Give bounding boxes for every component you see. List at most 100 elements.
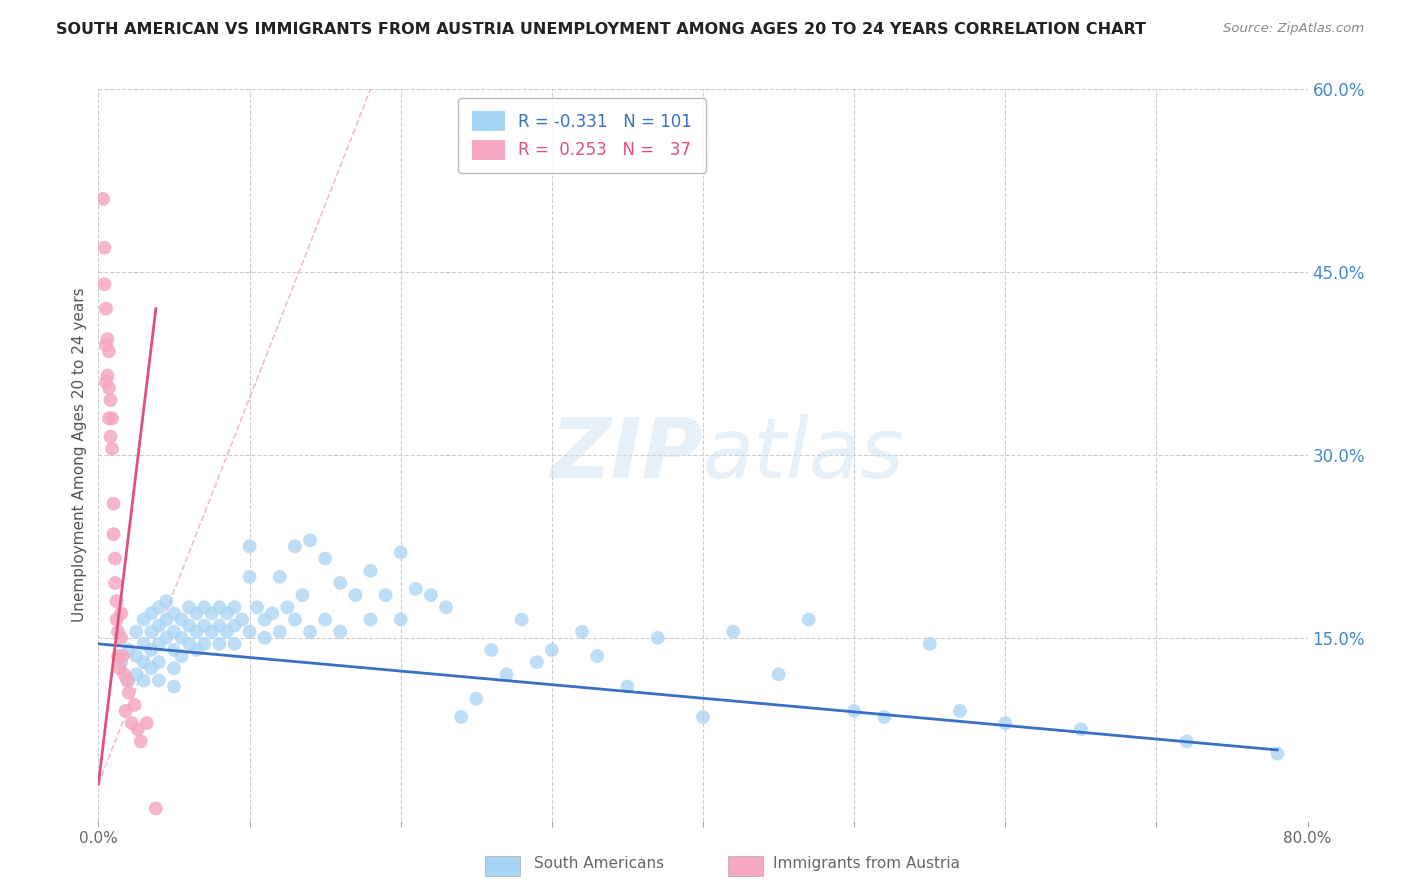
Point [148, 673, 170, 688]
Point [118, 643, 141, 657]
Point [115, 673, 138, 688]
Point [284, 539, 307, 553]
Point [540, 643, 562, 657]
Point [389, 545, 412, 559]
Point [224, 600, 246, 615]
Point [108, 661, 131, 675]
Point [844, 704, 866, 718]
Point [110, 655, 132, 669]
Point [179, 600, 201, 615]
Point [495, 667, 517, 681]
Point [132, 655, 155, 669]
Point [170, 649, 193, 664]
Point [98, 381, 121, 395]
Point [768, 667, 790, 681]
Point [112, 667, 135, 681]
Point [723, 624, 745, 639]
Point [127, 723, 149, 737]
Point [110, 607, 132, 621]
Text: South Americans: South Americans [534, 856, 665, 871]
Point [291, 588, 314, 602]
Point [121, 716, 143, 731]
Point [125, 649, 148, 664]
Point [253, 613, 276, 627]
Point [344, 588, 367, 602]
Point [125, 667, 148, 681]
Text: ZIP: ZIP [550, 415, 703, 495]
Y-axis label: Unemployment Among Ages 20 to 24 years: Unemployment Among Ages 20 to 24 years [72, 287, 87, 623]
Point [360, 564, 382, 578]
Point [208, 637, 231, 651]
Point [141, 661, 163, 675]
Point [1070, 723, 1092, 737]
Point [269, 624, 291, 639]
Point [193, 618, 215, 632]
Point [246, 600, 269, 615]
Point [224, 637, 246, 651]
Point [360, 613, 382, 627]
Point [105, 594, 128, 608]
Point [170, 613, 193, 627]
Point [208, 618, 231, 632]
Point [125, 624, 148, 639]
Point [231, 613, 253, 627]
Point [155, 631, 177, 645]
Point [96, 368, 118, 383]
Point [253, 631, 276, 645]
Point [91, 192, 114, 206]
Point [103, 497, 125, 511]
Point [105, 613, 128, 627]
Point [873, 710, 896, 724]
Point [314, 551, 336, 566]
Point [201, 624, 224, 639]
Point [616, 680, 638, 694]
Point [145, 801, 167, 815]
Text: Source: ZipAtlas.com: Source: ZipAtlas.com [1223, 22, 1364, 36]
Point [465, 691, 488, 706]
Point [405, 582, 427, 596]
Point [193, 600, 215, 615]
Point [193, 637, 215, 651]
Point [96, 332, 118, 346]
Point [215, 624, 238, 639]
Point [111, 649, 134, 664]
Point [329, 576, 352, 591]
Point [135, 716, 157, 731]
Point [107, 624, 129, 639]
Point [239, 570, 262, 584]
Point [262, 607, 284, 621]
Point [329, 624, 352, 639]
Point [215, 607, 238, 621]
Point [124, 698, 146, 712]
Point [163, 680, 186, 694]
Point [163, 624, 186, 639]
Point [170, 631, 193, 645]
Point [586, 649, 609, 664]
Point [481, 643, 503, 657]
Point [104, 551, 127, 566]
Point [692, 710, 714, 724]
Point [129, 734, 152, 748]
Point [434, 600, 457, 615]
Point [103, 527, 125, 541]
Text: SOUTH AMERICAN VS IMMIGRANTS FROM AUSTRIA UNEMPLOYMENT AMONG AGES 20 TO 24 YEARS: SOUTH AMERICAN VS IMMIGRANTS FROM AUSTRI… [56, 22, 1146, 37]
Point [201, 607, 224, 621]
Point [208, 600, 231, 615]
Point [918, 637, 941, 651]
Point [1267, 747, 1289, 761]
Point [107, 649, 129, 664]
Point [163, 607, 186, 621]
Point [510, 613, 533, 627]
Point [163, 661, 186, 675]
Point [571, 624, 593, 639]
Point [155, 594, 177, 608]
Point [98, 411, 121, 425]
Point [132, 637, 155, 651]
Point [797, 613, 820, 627]
Point [93, 277, 115, 292]
Point [148, 600, 170, 615]
Point [299, 624, 322, 639]
Point [93, 241, 115, 255]
Point [155, 613, 177, 627]
Point [148, 655, 170, 669]
